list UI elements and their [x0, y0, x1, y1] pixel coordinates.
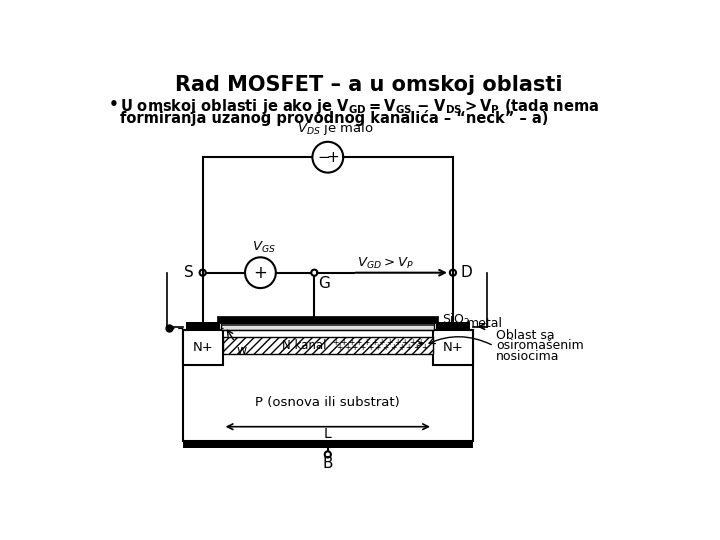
- Text: osiromašenim: osiromašenim: [496, 339, 584, 353]
- Text: +: +: [397, 343, 404, 353]
- Text: nosiocima: nosiocima: [496, 350, 559, 363]
- Text: +: +: [382, 343, 389, 353]
- Bar: [183, 330, 473, 441]
- Text: +: +: [409, 338, 415, 347]
- Text: formiranja uzanog provodnog kanalića – “neck” – a): formiranja uzanog provodnog kanalića – “…: [120, 110, 548, 126]
- Text: +: +: [359, 343, 366, 353]
- Circle shape: [311, 269, 318, 276]
- Bar: [222, 336, 433, 354]
- Text: $V_{GS}$: $V_{GS}$: [253, 240, 276, 255]
- Text: D: D: [461, 265, 472, 280]
- Text: +: +: [336, 343, 343, 353]
- Text: +: +: [421, 343, 427, 353]
- Text: +: +: [386, 338, 392, 347]
- Bar: [186, 322, 220, 330]
- Text: +: +: [374, 343, 381, 353]
- Text: $V_{DS}$ je malo: $V_{DS}$ je malo: [297, 120, 374, 137]
- Text: L: L: [324, 428, 332, 442]
- Text: +: +: [371, 338, 377, 347]
- Text: N+: N+: [192, 341, 213, 354]
- Bar: [436, 322, 470, 330]
- Text: +: +: [253, 264, 267, 282]
- Bar: [221, 323, 434, 330]
- Text: SiO$_2$: SiO$_2$: [442, 312, 470, 328]
- Circle shape: [312, 142, 343, 173]
- Text: w: w: [236, 343, 246, 356]
- Text: +: +: [402, 338, 408, 347]
- Text: +: +: [356, 338, 361, 347]
- Text: +: +: [413, 343, 420, 353]
- Text: +: +: [333, 338, 338, 347]
- Text: B: B: [323, 456, 333, 471]
- Text: +: +: [394, 338, 400, 347]
- Text: +: +: [344, 343, 350, 353]
- Text: Rad MOSFET – a u omskoj oblasti: Rad MOSFET – a u omskoj oblasti: [175, 75, 563, 95]
- Bar: [217, 316, 438, 323]
- Text: +: +: [417, 338, 423, 347]
- Circle shape: [325, 451, 331, 457]
- Text: +: +: [379, 338, 385, 347]
- Bar: [183, 441, 473, 448]
- Text: N kanal: N kanal: [282, 339, 327, 352]
- Text: +: +: [340, 338, 346, 347]
- Text: P (osnova ili substrat): P (osnova ili substrat): [256, 396, 400, 409]
- Text: S: S: [184, 265, 194, 280]
- Text: +: +: [351, 343, 358, 353]
- Bar: [433, 330, 473, 365]
- Text: $V_{GD}$$>$$V_P$: $V_{GD}$$>$$V_P$: [356, 256, 413, 271]
- Circle shape: [245, 257, 276, 288]
- Bar: [183, 330, 222, 365]
- Text: N+: N+: [443, 341, 463, 354]
- Text: G: G: [318, 276, 330, 291]
- Circle shape: [450, 269, 456, 276]
- Text: metal: metal: [467, 317, 503, 330]
- Text: +: +: [348, 338, 354, 347]
- Text: U omskoj oblasti je ako je $\mathbf{V_{GD}}$$\mathbf{=}$$\mathbf{V_{GS}}$ $\math: U omskoj oblasti je ako je $\mathbf{V_{G…: [120, 97, 599, 116]
- Text: +: +: [390, 343, 397, 353]
- Text: +: +: [363, 338, 369, 347]
- Text: +: +: [367, 343, 374, 353]
- Text: −: −: [318, 150, 330, 165]
- Text: Oblast sa: Oblast sa: [496, 328, 554, 342]
- Text: +: +: [326, 150, 339, 165]
- Circle shape: [199, 269, 206, 276]
- Text: •: •: [109, 97, 119, 112]
- Text: +: +: [405, 343, 412, 353]
